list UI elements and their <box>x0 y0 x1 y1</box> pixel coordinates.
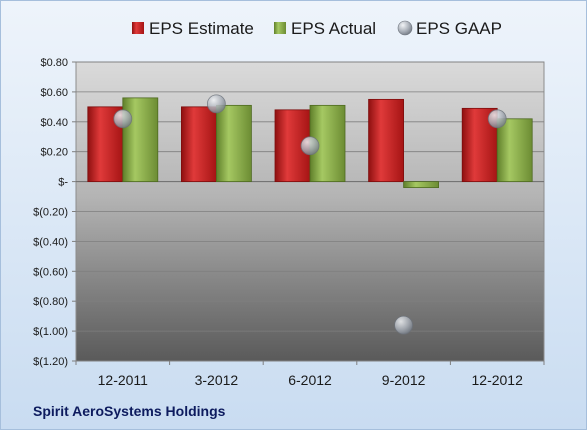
legend-eps-gaap-swatch <box>397 20 413 36</box>
legend-eps-gaap: EPS GAAP <box>397 19 502 38</box>
y-tick-label: $0.80 <box>40 57 68 69</box>
y-tick-label: $(0.20) <box>33 207 68 219</box>
bar-eps-estimate <box>180 106 217 182</box>
point-eps-gaap <box>487 109 507 129</box>
y-tick-label: $(0.60) <box>33 266 68 278</box>
y-tick-label: $(1.00) <box>33 326 68 338</box>
bar-eps-actual <box>215 104 252 183</box>
x-tick-label: 12-2011 <box>98 372 149 388</box>
bar-eps-estimate <box>368 98 405 182</box>
legend-eps-estimate-label: EPS Estimate <box>149 19 254 38</box>
y-tick-label: $(1.20) <box>33 356 68 368</box>
point-eps-gaap <box>300 136 320 156</box>
company-name: Spirit AeroSystems Holdings <box>33 403 226 419</box>
point-eps-gaap <box>394 315 414 335</box>
x-tick-label: 9-2012 <box>382 372 426 388</box>
bar-eps-actual <box>403 181 440 188</box>
y-tick-label: $- <box>58 177 68 189</box>
y-tick-label: $(0.80) <box>33 296 68 308</box>
bar-eps-actual <box>496 118 533 182</box>
point-eps-gaap <box>113 109 133 129</box>
point-eps-gaap <box>206 94 226 114</box>
legend-eps-actual-swatch <box>274 22 286 34</box>
legend-eps-gaap-label: EPS GAAP <box>416 19 502 38</box>
y-tick-label: $0.60 <box>40 87 68 99</box>
x-tick-label: 3-2012 <box>195 372 239 388</box>
legend-eps-estimate: EPS Estimate <box>132 19 254 38</box>
y-tick-label: $(0.40) <box>33 236 68 248</box>
y-tick-label: $0.40 <box>40 117 68 129</box>
legend-eps-actual: EPS Actual <box>274 19 376 38</box>
bar-eps-actual <box>122 97 159 182</box>
x-tick-label: 12-2012 <box>472 372 524 388</box>
legend-eps-actual-label: EPS Actual <box>291 19 376 38</box>
y-tick-label: $0.20 <box>40 147 68 159</box>
x-tick-label: 6-2012 <box>288 372 332 388</box>
legend-eps-estimate-swatch <box>132 22 144 34</box>
